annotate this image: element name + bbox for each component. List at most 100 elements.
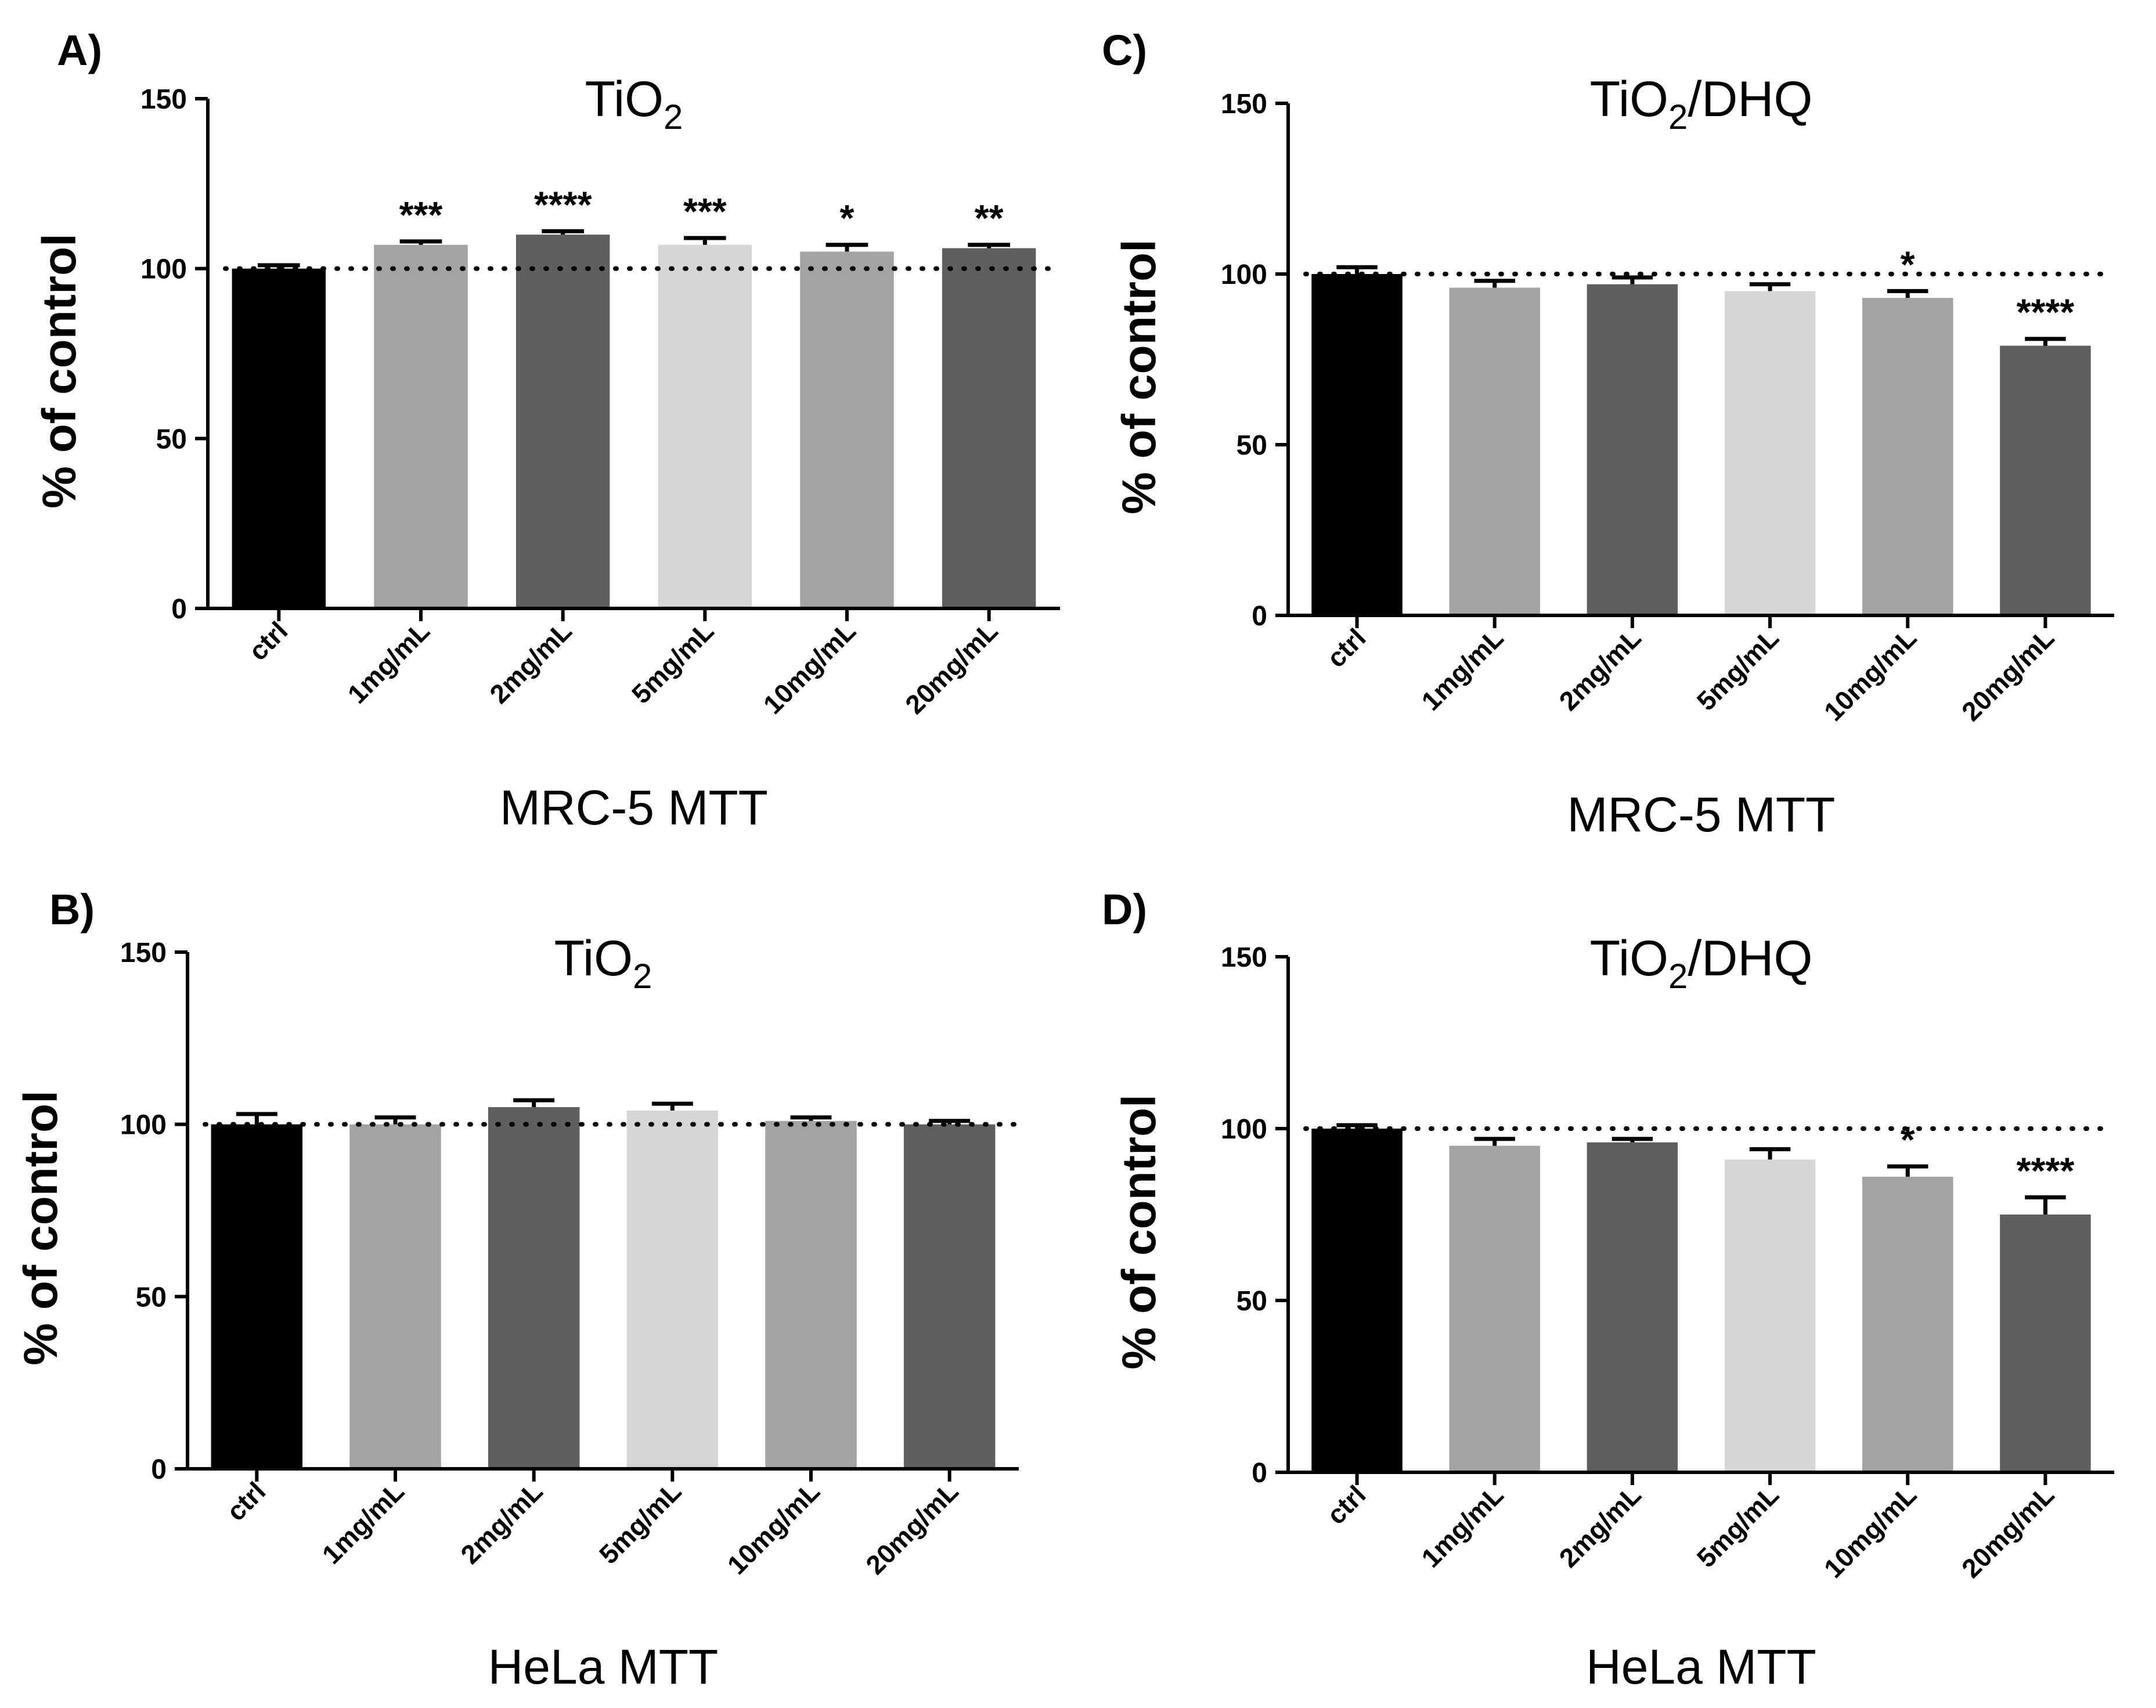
x-tick-label: 2mg/mL <box>1553 622 1647 716</box>
significance-marker: **** <box>2017 291 2075 333</box>
bar-5mg-ml <box>1724 1159 1816 1472</box>
significance-marker: **** <box>2017 1150 2075 1191</box>
x-tick-label: 2mg/mL <box>1553 1479 1647 1573</box>
error-bar <box>790 1115 832 1121</box>
axes <box>1286 957 2114 1474</box>
chart-title: TiO2 <box>554 931 652 996</box>
chart-panel-d: D) TiO2/DHQ 0 50 100 150 ctrl 1mg/mL 2mg/mL 5mg/m… <box>1102 885 2114 1694</box>
bar-20mg-ml <box>942 248 1036 609</box>
bar-2mg-ml <box>488 1107 580 1469</box>
error-bar <box>1336 265 1378 274</box>
y-tick-label: 150 <box>140 84 187 115</box>
x-tick-label: 20mg/mL <box>1956 1479 2060 1584</box>
chart-panel-b: B) TiO2 0 50 100 150 ctrl 1mg/mL 2mg/mL 5mg/mL 10m… <box>15 885 1019 1694</box>
error-bar <box>825 243 868 252</box>
x-axis-title: MRC-5 MTT <box>500 780 768 835</box>
y-axis-title: % of control <box>1113 1094 1166 1370</box>
x-tick-label: 20mg/mL <box>899 615 1004 720</box>
x-tick-label: 5mg/mL <box>1691 622 1784 716</box>
error-bar <box>374 1115 416 1125</box>
bar-1mg-ml <box>1449 287 1541 615</box>
significance-marker: **** <box>534 183 592 225</box>
bar-5mg-ml <box>1724 291 1816 615</box>
bar-20mg-ml <box>903 1124 996 1469</box>
chart-title-main: TiO <box>585 71 664 127</box>
error-bar <box>1887 289 1928 298</box>
bar-10mg-ml <box>765 1120 857 1469</box>
significance-marker: * <box>1901 1119 1915 1161</box>
x-axis-title: HeLa MTT <box>488 1639 719 1694</box>
x-tick-label: 10mg/mL <box>757 615 861 720</box>
y-tick-label: 100 <box>1221 260 1267 290</box>
panel-letter: B) <box>49 885 95 934</box>
chart-panel-c: C) TiO2/DHQ 0 50 100 150 ctrl 1mg/mL 2mg/mL 5mg/m… <box>1102 26 2114 842</box>
error-bar <box>1474 279 1515 288</box>
x-tick-label: 1mg/mL <box>316 1476 410 1569</box>
panel-letter: C) <box>1102 26 1147 74</box>
error-bar <box>684 236 726 245</box>
bar-ctrl <box>1311 274 1403 615</box>
bar-10mg-ml <box>1862 1176 1953 1472</box>
significance-marker: * <box>840 197 855 239</box>
bar-5mg-ml <box>658 244 752 608</box>
y-tick-label: 50 <box>1236 430 1267 461</box>
y-axis-title: % of control <box>33 233 86 509</box>
error-bar <box>399 239 442 245</box>
panel-letter: D) <box>1102 885 1147 934</box>
error-bar <box>513 1098 555 1107</box>
x-axis-title: HeLa MTT <box>1586 1639 1816 1694</box>
panel-letter: A) <box>57 26 102 74</box>
bar-20mg-ml <box>2000 345 2091 615</box>
chart-title-subscript: 2 <box>1668 98 1688 136</box>
error-bar <box>1611 275 1653 284</box>
bar-1mg-ml <box>1449 1145 1541 1472</box>
y-tick-label: 150 <box>1221 89 1267 120</box>
chart-title: TiO2/DHQ <box>1590 71 1813 136</box>
chart-panel-a: A) TiO2 0 50 100 150 ctrl 1mg/mL 2mg/mL 5mg/mL 10m… <box>33 26 1060 835</box>
error-bar <box>651 1101 693 1111</box>
axes <box>1286 103 2114 617</box>
bar-5mg-ml <box>626 1110 719 1469</box>
bar-2mg-ml <box>1587 284 1678 615</box>
chart-title-tail: /DHQ <box>1688 931 1812 986</box>
chart-title-main: TiO <box>1590 71 1668 127</box>
chart-title-subscript: 2 <box>1668 957 1688 996</box>
bar-1mg-ml <box>374 244 468 608</box>
y-tick-label: 50 <box>1236 1286 1267 1317</box>
error-bar <box>929 1119 971 1125</box>
significance-marker: *** <box>683 190 727 232</box>
chart-title-subscript: 2 <box>633 957 652 996</box>
x-tick-label: 20mg/mL <box>1956 622 2060 727</box>
bar-20mg-ml <box>2000 1215 2091 1472</box>
y-tick-label: 150 <box>120 938 167 968</box>
error-bar <box>542 229 584 235</box>
y-tick-label: 100 <box>1221 1114 1267 1145</box>
error-bar <box>1336 1123 1378 1129</box>
y-tick-label: 50 <box>136 1282 167 1313</box>
x-tick-label: 5mg/mL <box>593 1476 687 1569</box>
y-tick-label: 100 <box>140 254 187 285</box>
significance-marker: *** <box>399 194 443 236</box>
y-tick-label: 0 <box>1252 601 1267 632</box>
error-bar <box>1749 1147 1791 1160</box>
x-tick-label: 5mg/mL <box>1691 1479 1784 1573</box>
error-bar <box>2025 337 2066 346</box>
y-axis-title: % of control <box>1113 239 1166 514</box>
significance-marker: * <box>1901 243 1915 285</box>
error-bar <box>1749 282 1791 291</box>
error-bar <box>2025 1195 2066 1215</box>
chart-title-main: TiO <box>554 931 633 986</box>
x-tick-label: ctrl <box>221 1476 271 1526</box>
bar-10mg-ml <box>800 251 894 608</box>
x-tick-label: 10mg/mL <box>1818 1479 1923 1584</box>
chart-title-tail: /DHQ <box>1688 71 1812 127</box>
x-tick-label: ctrl <box>243 615 293 666</box>
bar-ctrl <box>211 1124 303 1469</box>
x-tick-label: 20mg/mL <box>860 1476 964 1580</box>
chart-title: TiO2 <box>585 71 683 136</box>
y-tick-label: 100 <box>120 1110 167 1141</box>
x-tick-label: ctrl <box>1321 1479 1371 1530</box>
x-axis-title: MRC-5 MTT <box>1567 787 1836 842</box>
x-tick-label: 5mg/mL <box>626 615 719 709</box>
